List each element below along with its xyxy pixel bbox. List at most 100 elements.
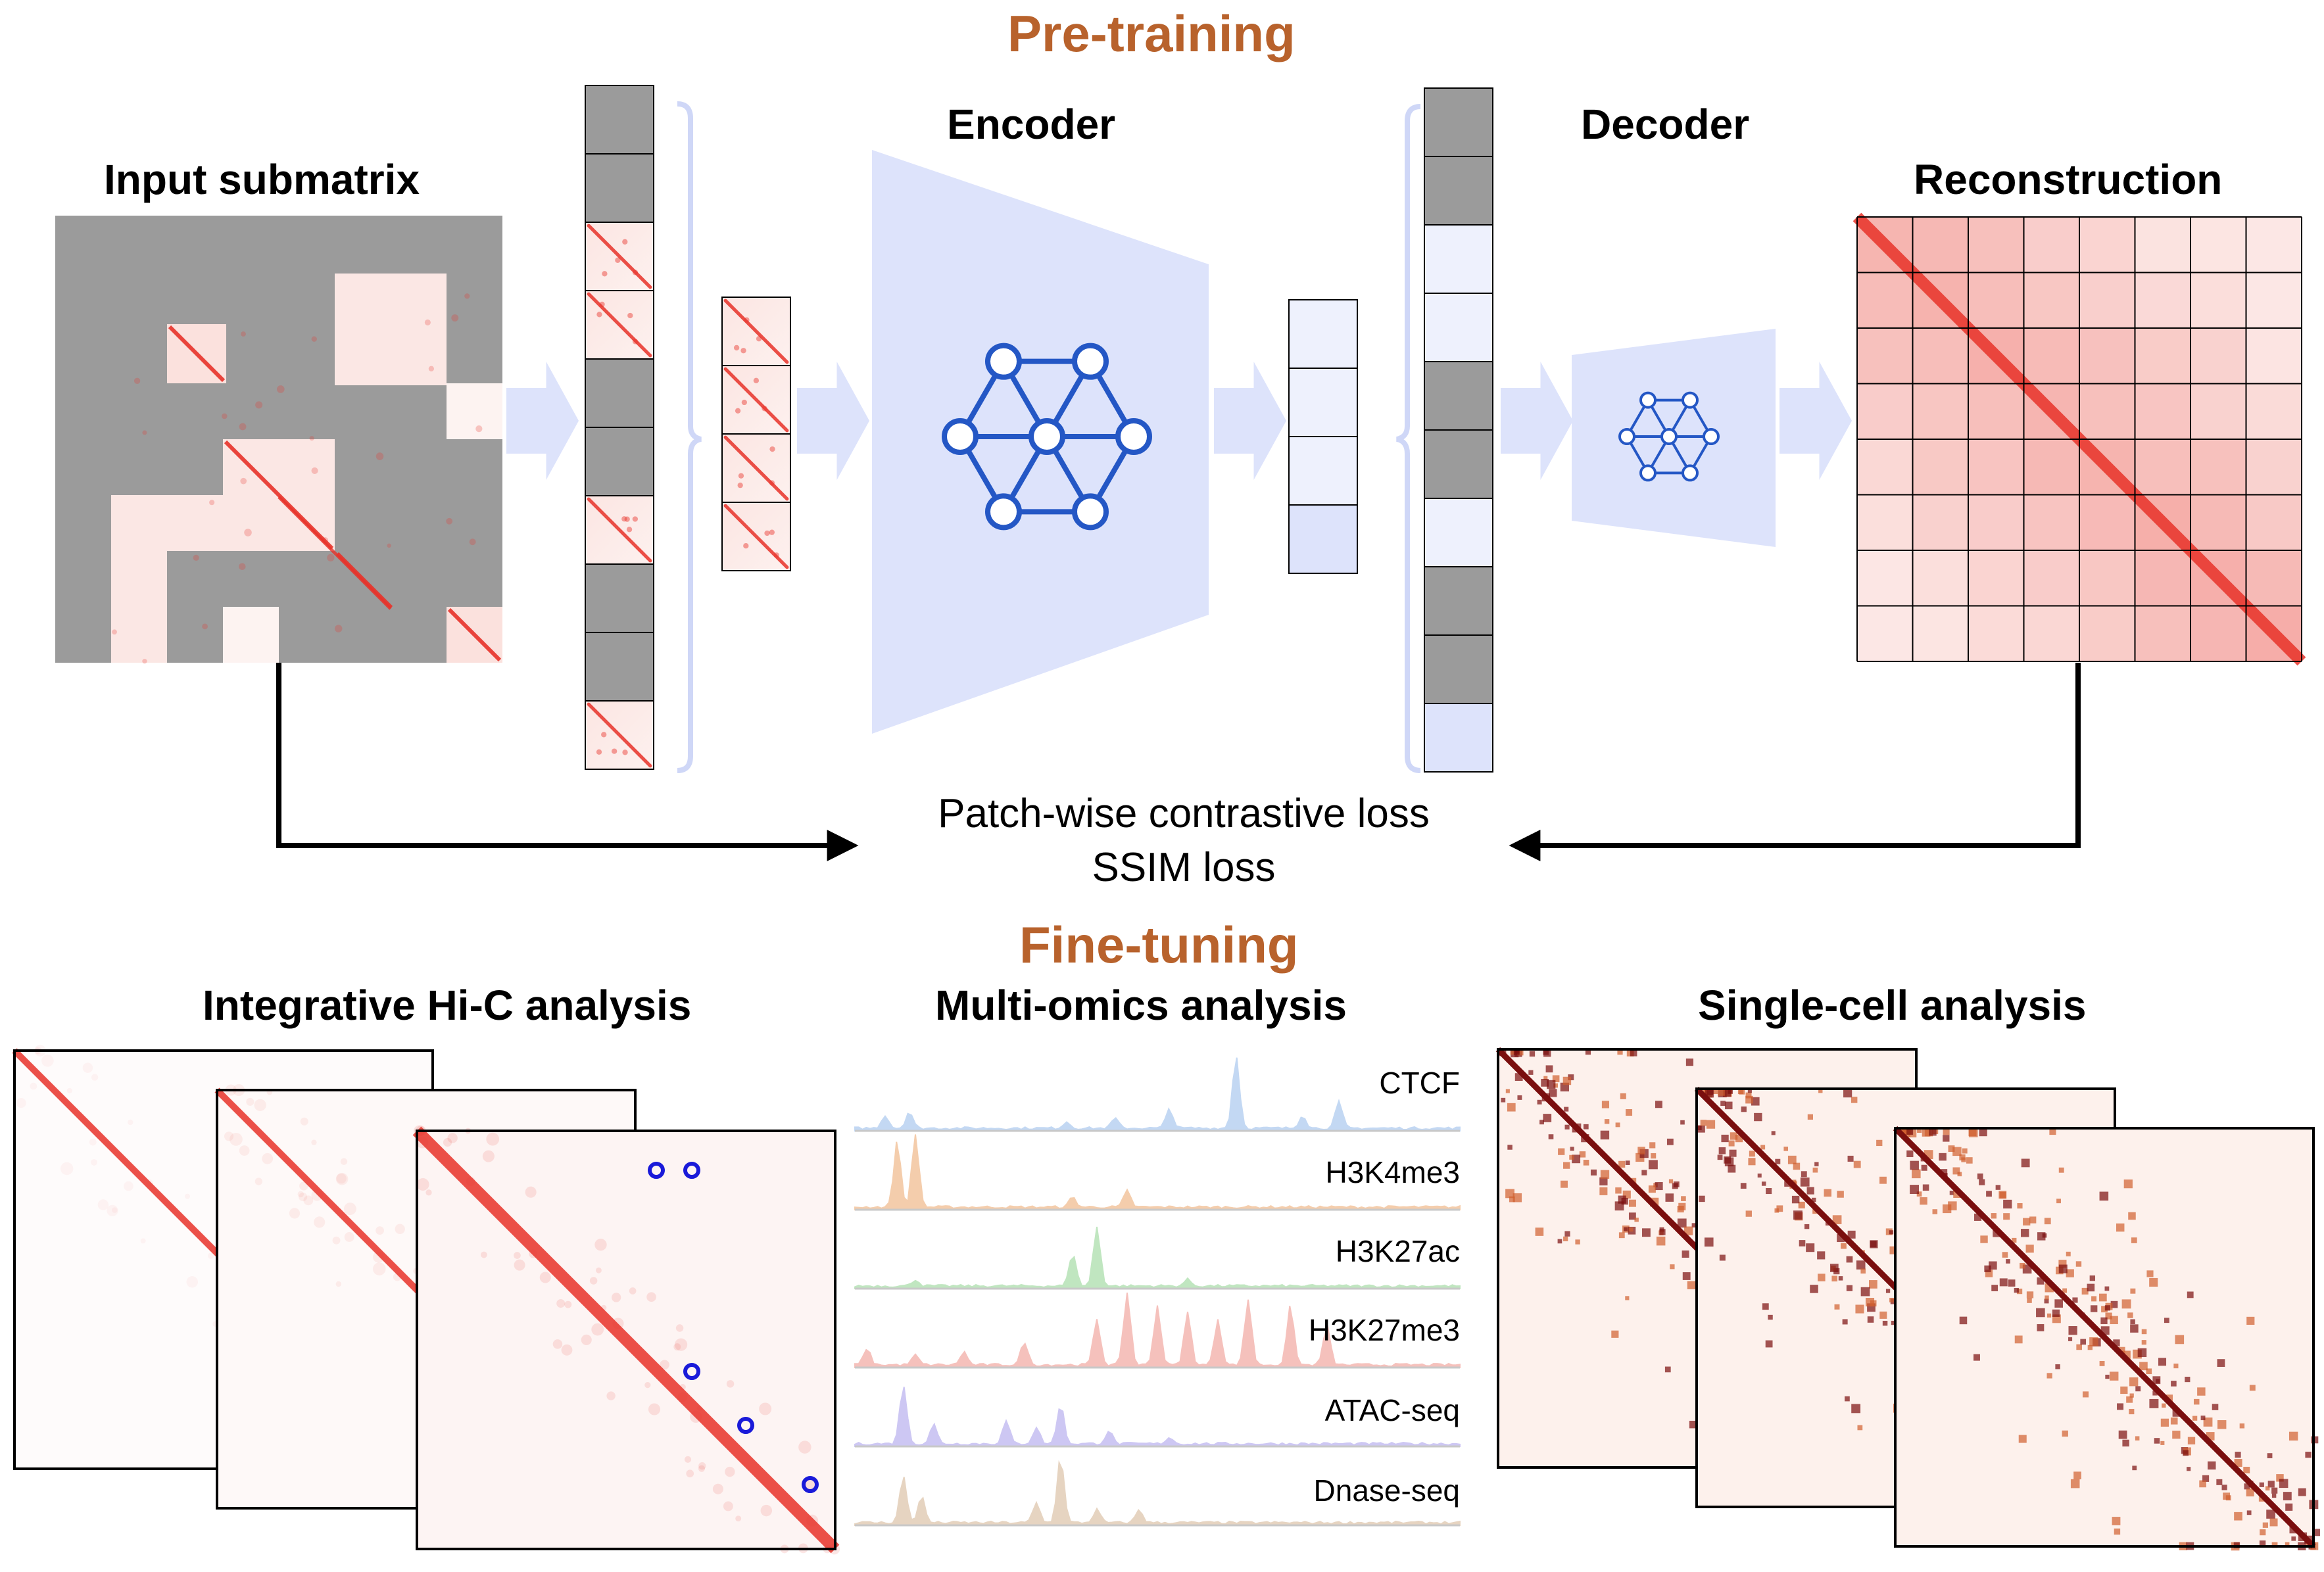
latent-token [1288, 299, 1358, 369]
selected-patch [722, 366, 790, 434]
omics-signal [854, 1387, 1461, 1447]
reconstruction-patch [2246, 272, 2302, 328]
patch-sequence-column [585, 85, 654, 770]
reconstruction-label: Reconstruction [1914, 156, 2223, 203]
hic-analysis-label: Integrative Hi-C analysis [203, 982, 692, 1029]
encoded-token [1424, 703, 1493, 773]
network-node [1682, 391, 1699, 409]
finetuning-title: Fine-tuning [1019, 916, 1299, 974]
reconstruction-patch [2135, 606, 2191, 661]
reconstruction-patch [2246, 550, 2302, 606]
reconstruction-patch [1912, 550, 1968, 606]
reconstruction-image [1852, 212, 2306, 666]
input-to-loss-arrow [276, 663, 859, 861]
selected-patch [722, 434, 790, 502]
submatrix-block [335, 274, 447, 385]
masked-patch [585, 359, 654, 427]
omics-signal [854, 1134, 1461, 1210]
mask-token [1424, 566, 1493, 636]
reconstruction-patch [2191, 328, 2246, 384]
omics-track [854, 1460, 1461, 1527]
input-submatrix-image [55, 216, 502, 664]
loop-marker [802, 1476, 819, 1493]
flow-arrow [1779, 362, 1852, 480]
flow-arrows [506, 362, 1852, 480]
submatrix-block [447, 383, 502, 439]
decoder-input-column [1424, 87, 1493, 773]
network-node [1029, 418, 1065, 455]
reconstruction-patch [2191, 439, 2246, 495]
singlecell-heatmap [1893, 1126, 2321, 1551]
encoded-token [1424, 293, 1493, 362]
network-node [1639, 391, 1657, 409]
selected-patch [722, 297, 790, 366]
reconstruction-patch [2191, 217, 2246, 273]
reconstruction-patch [2023, 494, 2079, 550]
reconstruction-patch [2079, 383, 2135, 439]
reconstruction-patch [2246, 383, 2302, 439]
loop-marker [683, 1162, 700, 1179]
reconstruction-patch [1912, 606, 1968, 661]
network-node [1703, 428, 1720, 445]
network-node [1618, 428, 1635, 445]
pretraining-title: Pre-training [1007, 5, 1295, 62]
submatrix-block [111, 495, 223, 551]
reconstruction-patch [1968, 494, 2024, 550]
masked-patch [585, 85, 654, 154]
reconstruction-patch [1968, 550, 2024, 606]
reconstruction-patch [2079, 550, 2135, 606]
reconstruction-patch [2023, 439, 2079, 495]
visible-patch [585, 222, 654, 291]
multi-omics-tracks [854, 1057, 1461, 1527]
reconstruction-patch [2135, 217, 2191, 273]
track-label-ctcf: CTCF [1379, 1066, 1460, 1100]
reconstruction-patch [2246, 217, 2302, 273]
omics-signal [854, 1460, 1461, 1526]
ssim-loss-label: SSIM loss [1092, 845, 1276, 890]
reconstruction-patch [1857, 272, 1913, 328]
mask-token [1424, 361, 1493, 431]
reconstruction-patch [2246, 439, 2302, 495]
omics-track [854, 1387, 1461, 1448]
flow-arrow [1214, 362, 1286, 480]
reconstruction-patch [2079, 494, 2135, 550]
reconstruction-patch [1968, 217, 2024, 273]
reconstruction-patch [2191, 494, 2246, 550]
patch-bracket [677, 101, 702, 773]
flow-arrow [1501, 362, 1573, 480]
reconstruction-to-loss-arrow [1509, 663, 2081, 861]
loop-marker [683, 1363, 700, 1380]
mask-token [1424, 87, 1493, 157]
reconstruction-patch [2135, 550, 2191, 606]
latent-tokens-column [1288, 299, 1358, 574]
reconstruction-patch [1912, 328, 1968, 384]
flow-arrow [797, 362, 869, 480]
track-label-h3k27ac: H3K27ac [1335, 1234, 1460, 1268]
loop-marker [648, 1162, 665, 1179]
reconstruction-patch [1857, 550, 1913, 606]
visible-patch [585, 496, 654, 564]
visible-patches-column [721, 297, 791, 571]
submatrix-diagonal [278, 496, 392, 610]
decoder-bracket [1395, 104, 1421, 773]
reconstruction-patch [1857, 383, 1913, 439]
omics-signal [854, 1057, 1461, 1131]
contrastive-loss-label: Patch-wise contrastive loss [938, 791, 1430, 836]
reconstruction-patch [1857, 439, 1913, 495]
encoder-network-icon [942, 343, 1152, 531]
reconstruction-patch [2191, 606, 2246, 661]
input-submatrix-label: Input submatrix [104, 156, 420, 203]
reconstruction-patch [2191, 383, 2246, 439]
reconstruction-patch [2191, 272, 2246, 328]
latent-token [1288, 504, 1358, 574]
reconstruction-patch [2079, 606, 2135, 661]
reconstruction-patch [2246, 494, 2302, 550]
hic-heatmap [412, 1125, 840, 1555]
masked-patch [585, 427, 654, 496]
encoder-label: Encoder [947, 101, 1116, 148]
visible-patch [585, 701, 654, 769]
flow-arrow [506, 362, 579, 480]
reconstruction-patch [2135, 439, 2191, 495]
encoded-token [1424, 224, 1493, 294]
